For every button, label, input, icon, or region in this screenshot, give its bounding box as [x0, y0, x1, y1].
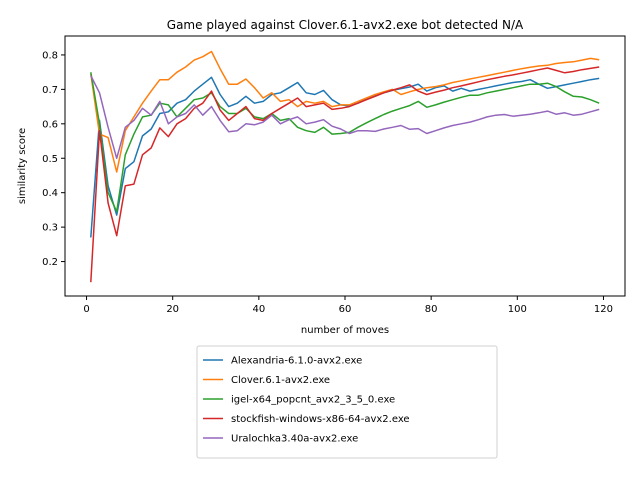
y-axis: 0.2 0.3 0.4 0.5 0.6 0.7 0.8: [42, 50, 65, 268]
x-tick-label: 20: [166, 304, 179, 315]
y-tick-label: 0.6: [42, 119, 58, 130]
x-tick-label: 120: [594, 304, 613, 315]
series-line-2: [90, 72, 600, 213]
series-line-3: [90, 66, 600, 283]
y-tick-label: 0.7: [42, 85, 58, 96]
x-tick-label: 100: [508, 304, 527, 315]
legend-entry-label: Alexandria-6.1.0-avx2.exe: [231, 356, 362, 367]
y-tick-label: 0.4: [42, 188, 58, 199]
y-tick-label: 0.2: [42, 257, 58, 268]
x-tick-label: 60: [339, 304, 352, 315]
y-axis-label: similarity score: [17, 128, 28, 204]
x-tick-label: 0: [83, 304, 89, 315]
y-tick-label: 0.5: [42, 154, 58, 165]
series-layer: [90, 50, 600, 283]
legend-box: [196, 345, 498, 459]
legend-entry-label: Clover.6.1-avx2.exe: [231, 375, 330, 386]
legend-entry-label: stockfish-windows-x86-64-avx2.exe: [231, 414, 410, 425]
chart-title: Game played against Clover.6.1-avx2.exe …: [167, 18, 524, 32]
series-line-1: [90, 50, 600, 173]
x-tick-label: 80: [425, 304, 438, 315]
series-line-4: [90, 75, 600, 160]
legend: Alexandria-6.1.0-avx2.exe Clover.6.1-avx2…: [196, 345, 498, 459]
legend-entry-label: igel-x64_popcnt_avx2_3_5_0.exe: [231, 395, 395, 406]
x-axis: 0 20 40 60 80 100 120: [83, 296, 613, 315]
x-tick-label: 40: [252, 304, 265, 315]
legend-entry-label: Uralochka3.40a-avx2.exe: [231, 434, 358, 445]
y-tick-label: 0.8: [42, 50, 58, 61]
x-axis-label: number of moves: [301, 325, 389, 336]
y-tick-label: 0.3: [42, 223, 58, 234]
